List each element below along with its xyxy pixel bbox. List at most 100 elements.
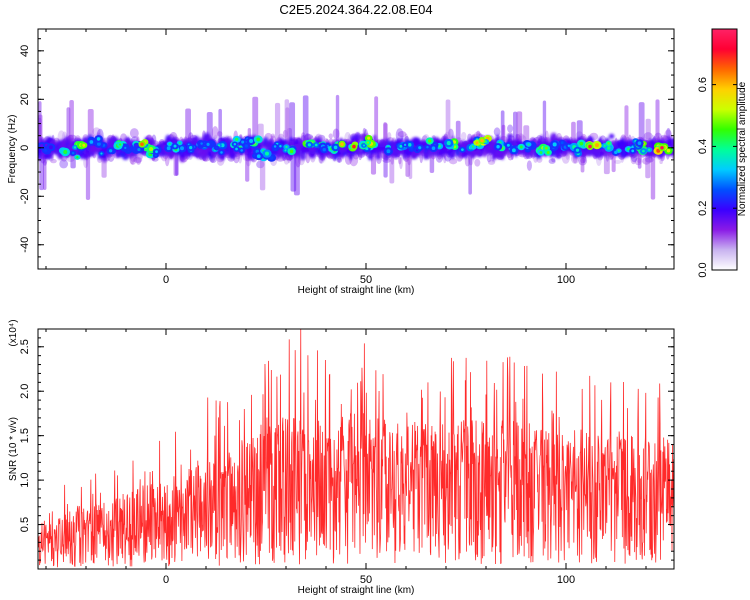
spectral-blob bbox=[390, 140, 396, 147]
figure-title: C2E5.2024.364.22.08.E04 bbox=[279, 2, 432, 17]
spectral-peak-core bbox=[660, 145, 664, 150]
spectrogram-frame bbox=[37, 28, 675, 270]
spectral-haze bbox=[382, 158, 391, 163]
spectral-hotspot-core bbox=[206, 142, 210, 146]
y-tick-label: 0.5 bbox=[19, 517, 31, 532]
spectral-haze bbox=[390, 156, 394, 165]
spectral-hotspot-core bbox=[235, 147, 238, 151]
spectral-haze bbox=[136, 155, 143, 160]
spectral-haze bbox=[659, 159, 663, 165]
spectral-streak bbox=[284, 99, 290, 148]
spectral-blob bbox=[496, 150, 501, 159]
spectral-haze bbox=[256, 160, 265, 169]
spectral-streak bbox=[289, 102, 296, 148]
spectral-blob bbox=[375, 152, 381, 160]
spectral-haze bbox=[630, 153, 637, 165]
spectral-blob bbox=[200, 148, 208, 156]
spectral-hotspot-core bbox=[97, 142, 101, 146]
spectral-hotspot-core bbox=[544, 146, 548, 150]
snr-panel: 0 50 100 0.5 1.0 1.5 2.0 2.5 Height of straigh… bbox=[8, 319, 675, 596]
spectral-hotspot-core bbox=[399, 144, 403, 148]
spectral-hotspot-core bbox=[124, 146, 127, 150]
spectral-haze bbox=[493, 127, 501, 137]
spectral-blob bbox=[192, 151, 197, 156]
spectral-streak bbox=[302, 95, 309, 148]
spectral-blob bbox=[571, 138, 578, 144]
spectral-hotspot-core bbox=[63, 149, 68, 155]
spectral-blob bbox=[461, 152, 468, 159]
y-tick-label: 20 bbox=[19, 93, 31, 105]
spectral-hotspot-core bbox=[606, 146, 611, 150]
spectral-haze bbox=[486, 154, 492, 163]
colorbar-gradient bbox=[712, 29, 737, 270]
colorbar-tick-label: 0.4 bbox=[697, 139, 709, 154]
spectral-hotspot-core bbox=[631, 149, 635, 153]
colorbar-tick-label: 0.2 bbox=[697, 201, 709, 216]
spectral-blob bbox=[43, 154, 50, 159]
spectral-hotspot-core bbox=[426, 145, 429, 149]
spectral-hotspot-core bbox=[546, 150, 550, 154]
spectral-hotspot-core bbox=[73, 146, 77, 149]
spectral-haze bbox=[614, 159, 622, 165]
spectral-hotspot-core bbox=[366, 141, 370, 144]
spectral-haze bbox=[282, 129, 288, 138]
spectral-blob bbox=[40, 152, 44, 158]
spectral-blob bbox=[282, 155, 286, 160]
spectral-hotspot-core bbox=[40, 144, 44, 148]
spectral-blob bbox=[228, 148, 233, 153]
spectral-blob bbox=[608, 133, 615, 139]
spectral-streak bbox=[500, 110, 505, 148]
spectral-haze bbox=[362, 127, 367, 135]
spectral-hotspot-core bbox=[627, 147, 630, 151]
spectral-hotspot-core bbox=[407, 143, 412, 147]
y-tick-label: 1.0 bbox=[19, 472, 31, 487]
spectrogram-x-ticks: 0 50 100 bbox=[45, 29, 647, 286]
spectral-hotspot-core bbox=[428, 139, 432, 143]
spectral-haze bbox=[449, 158, 458, 165]
spectral-hotspot-core bbox=[100, 152, 103, 155]
spectral-hotspot-core bbox=[526, 148, 530, 152]
spectral-blob bbox=[289, 137, 294, 143]
spectral-streak bbox=[290, 147, 297, 192]
spectral-hotspot-core bbox=[241, 140, 245, 144]
spectral-hotspot-core bbox=[279, 144, 282, 148]
spectral-hotspot-core bbox=[48, 145, 53, 150]
spectral-hotspot-core bbox=[437, 144, 441, 148]
spectral-peak-core bbox=[140, 142, 144, 146]
spectral-hotspot-core bbox=[82, 143, 86, 147]
spectral-streak bbox=[638, 102, 645, 148]
colorbar: 0.0 0.2 0.4 0.6 Normalized spectral amplitu… bbox=[697, 28, 748, 278]
spectral-hotspot-core bbox=[607, 142, 610, 145]
spectral-blob bbox=[443, 149, 449, 155]
spectral-hotspot-core bbox=[560, 141, 564, 145]
spectral-hotspot-core bbox=[594, 143, 599, 148]
spectral-streak bbox=[445, 99, 451, 148]
spectral-haze bbox=[217, 131, 223, 137]
spectral-haze bbox=[460, 132, 467, 141]
spectral-hotspot-core bbox=[32, 147, 36, 151]
spectral-hotspot-core bbox=[217, 144, 220, 147]
spectral-haze bbox=[645, 156, 654, 163]
spectral-haze bbox=[336, 157, 343, 163]
spectral-haze bbox=[387, 132, 392, 140]
spectral-streak bbox=[374, 96, 379, 148]
spectral-streak bbox=[335, 94, 340, 148]
spectral-haze bbox=[548, 158, 556, 164]
y-tick-label: 1.5 bbox=[19, 428, 31, 443]
spectral-hotspot-core bbox=[506, 143, 510, 147]
spectral-hotspot-core bbox=[289, 149, 294, 154]
y-tick-label: -40 bbox=[19, 237, 31, 253]
snr-y-label: SNR (10 * v/v) bbox=[8, 417, 19, 481]
spectral-hotspot-core bbox=[579, 141, 584, 146]
spectral-hotspot-core bbox=[333, 145, 338, 150]
snr-y-multiplier: (x10⁴) bbox=[8, 319, 19, 346]
spectral-streak bbox=[85, 147, 91, 200]
spectral-streak bbox=[274, 102, 281, 148]
spectral-blob bbox=[561, 151, 569, 156]
spectral-blob bbox=[670, 137, 674, 146]
spectral-hotspot-core bbox=[256, 137, 261, 142]
spectral-hotspot-core bbox=[617, 149, 620, 152]
spectral-blob bbox=[62, 140, 67, 145]
spectral-hotspot-core bbox=[269, 155, 274, 160]
spectral-hotspot-core bbox=[154, 154, 157, 157]
